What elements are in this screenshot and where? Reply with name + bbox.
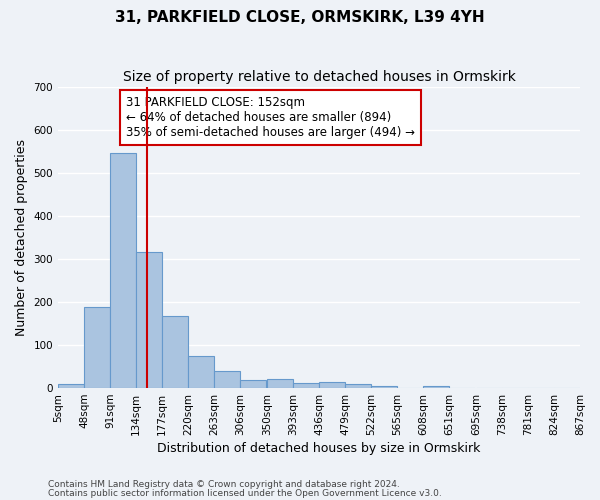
X-axis label: Distribution of detached houses by size in Ormskirk: Distribution of detached houses by size … xyxy=(157,442,481,455)
Text: Contains public sector information licensed under the Open Government Licence v3: Contains public sector information licen… xyxy=(48,488,442,498)
Bar xyxy=(267,380,293,388)
Bar xyxy=(293,383,319,388)
Bar xyxy=(110,153,136,388)
Bar xyxy=(424,386,449,388)
Text: 31 PARKFIELD CLOSE: 152sqm
← 64% of detached houses are smaller (894)
35% of sem: 31 PARKFIELD CLOSE: 152sqm ← 64% of deta… xyxy=(126,96,415,138)
Bar xyxy=(84,307,110,388)
Bar xyxy=(136,252,162,388)
Bar xyxy=(58,384,84,388)
Bar xyxy=(241,380,266,388)
Bar xyxy=(319,382,345,388)
Y-axis label: Number of detached properties: Number of detached properties xyxy=(15,139,28,336)
Bar xyxy=(163,316,188,388)
Text: 31, PARKFIELD CLOSE, ORMSKIRK, L39 4YH: 31, PARKFIELD CLOSE, ORMSKIRK, L39 4YH xyxy=(115,10,485,25)
Bar xyxy=(345,384,371,388)
Bar xyxy=(371,386,397,388)
Title: Size of property relative to detached houses in Ormskirk: Size of property relative to detached ho… xyxy=(122,70,515,84)
Bar xyxy=(214,371,240,388)
Bar xyxy=(188,356,214,388)
Text: Contains HM Land Registry data © Crown copyright and database right 2024.: Contains HM Land Registry data © Crown c… xyxy=(48,480,400,489)
